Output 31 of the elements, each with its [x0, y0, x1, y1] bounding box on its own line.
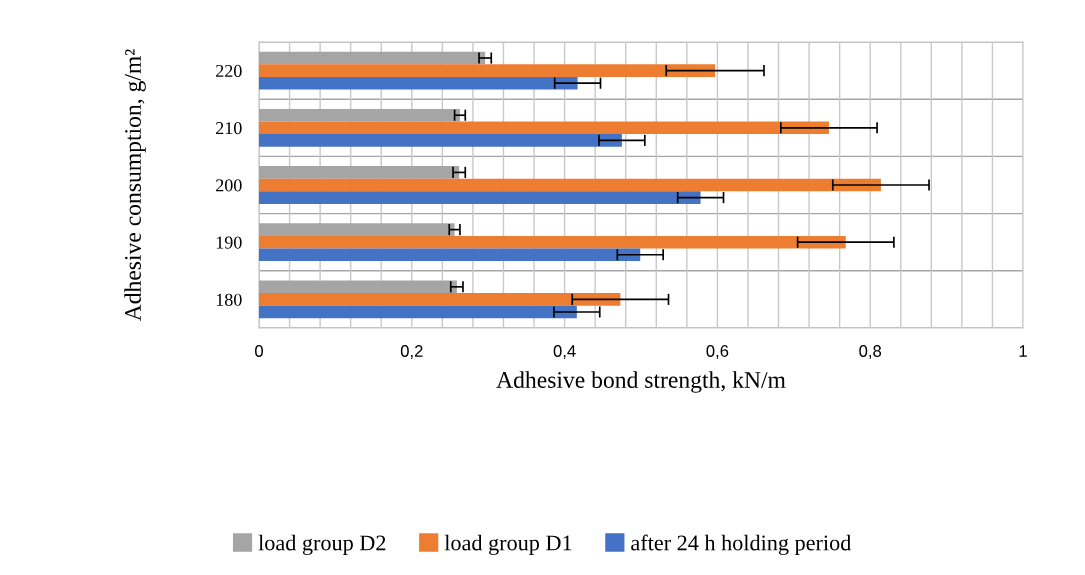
x-tick-label: 0 — [255, 345, 263, 357]
x-axis-title: Adhesive bond strength, kN/m — [496, 371, 786, 393]
y-tick-label: 180 — [216, 293, 242, 306]
bar — [259, 235, 846, 249]
legend-label: load group D2 — [258, 534, 386, 555]
x-tick-label: 0,8 — [859, 345, 882, 359]
bar — [259, 293, 621, 306]
bar — [259, 108, 460, 122]
bar — [259, 51, 486, 65]
bar — [259, 121, 829, 135]
bar — [259, 248, 641, 262]
bar — [259, 178, 881, 192]
y-tick-label: 200 — [216, 179, 242, 192]
bar — [259, 134, 622, 147]
x-tick-label: 1 — [1019, 345, 1027, 357]
bar — [259, 280, 457, 294]
x-tick-label: 0,6 — [706, 345, 729, 359]
y-tick-label: 190 — [216, 236, 242, 249]
x-tick-label: 0,4 — [553, 345, 576, 359]
y-tick-label: 210 — [216, 122, 242, 135]
bar — [259, 64, 716, 77]
x-tick-label: 0,2 — [400, 345, 423, 359]
legend-label: load group D1 — [444, 534, 572, 555]
bar — [259, 76, 578, 90]
bar — [259, 223, 455, 236]
bar — [259, 166, 460, 179]
y-axis-title: Adhesive consumption, g/m² — [124, 49, 146, 322]
legend-label: after 24 h holding period — [631, 534, 852, 555]
bar — [259, 305, 577, 319]
bar — [259, 191, 701, 204]
y-tick-label: 220 — [216, 64, 242, 78]
